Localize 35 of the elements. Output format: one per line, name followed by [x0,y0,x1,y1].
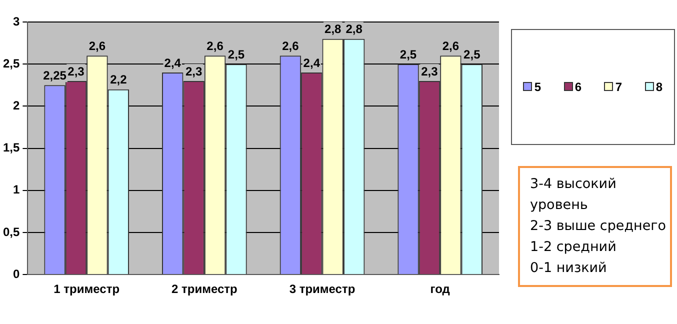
text: 1-2 средний [530,238,618,257]
text: 3-4 высокий уровень [530,175,618,215]
data-label: 2,5 [464,47,481,62]
legend-label: 6 [574,80,582,94]
data-label: 2,25 [43,68,67,82]
y-tick-label: 1 [12,182,20,197]
x-tick-label: 3 триместр [289,282,356,296]
data-label: 2,6 [88,38,106,53]
data-label: 2,5 [228,47,245,62]
y-tick-label: 1,5 [2,140,20,155]
data-label: 2,6 [282,38,300,53]
data-label: 2,3 [68,64,85,78]
data-label: 2,5 [400,47,417,62]
data-label: 2,6 [442,38,460,53]
data-label: 2,3 [421,64,438,78]
data-label: 2,8 [346,22,363,36]
text: 0-1 низкий [530,259,608,278]
data-label: 2,8 [324,22,342,36]
x-tick-label: 1 триместр [54,282,120,296]
data-label: 2,6 [206,38,224,53]
y-tick-label: 2,5 [2,56,20,70]
x-tick-label: год [430,282,450,296]
x-tick-label: 2 триместр [171,282,238,296]
legend-label: 5 [533,80,542,94]
y-tick-label: 2 [12,98,20,113]
data-label: 2,3 [185,64,202,78]
y-tick-label: 3 [12,14,20,28]
data-label: 2,4 [303,56,320,70]
legend-label: 8 [654,80,663,94]
data-label: 2,4 [164,56,182,70]
text: 2-3 выше среднего [530,217,668,236]
legend-label: 7 [614,80,622,94]
y-tick-label: 0 [12,266,20,281]
data-label: 2,2 [110,72,128,87]
y-tick-label: 0,5 [2,224,20,239]
